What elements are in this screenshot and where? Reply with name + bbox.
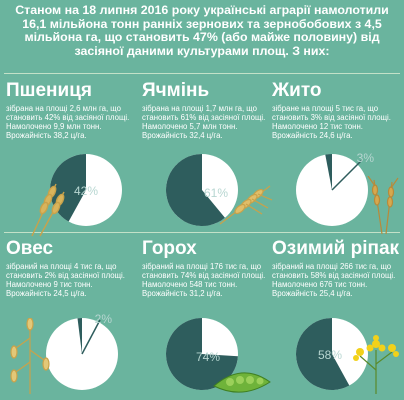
header-divider — [4, 73, 400, 74]
crop-description: зібраний на площі 4 тис га, що становить… — [6, 262, 125, 298]
crop-share-pie: 2% — [46, 312, 118, 390]
pie-share-slice — [166, 154, 225, 226]
row-divider — [4, 232, 400, 233]
pea-pod-icon — [213, 372, 271, 393]
crop-title: Озимий ріпак — [272, 238, 400, 259]
pie-percent-label: 2% — [95, 312, 113, 326]
crop-card-rye: Жито зібране на площі 5 тис га, що стано… — [270, 80, 404, 238]
rye-ears-icon — [367, 176, 399, 235]
pie-share-slice — [325, 154, 332, 190]
crop-title: Ячмінь — [142, 80, 210, 101]
crop-card-barley: Ячмінь зібрана на площі 1,7 млн га, що с… — [140, 80, 274, 238]
pie-leader-line — [81, 319, 101, 355]
crop-description: зібране на площі 5 тис га, що становить … — [272, 104, 391, 140]
crop-description: зібраний на площі 266 тис га, що станови… — [272, 262, 396, 298]
pie-percent-label: 61% — [204, 186, 228, 200]
pie-percent-label: 42% — [74, 184, 98, 198]
crop-title: Овес — [6, 238, 54, 259]
pie-share-slice — [77, 318, 82, 354]
crop-share-pie: 58% — [296, 318, 368, 390]
pie-percent-label: 74% — [196, 350, 220, 364]
pie-percent-label: 3% — [357, 151, 375, 165]
crop-title: Жито — [272, 80, 322, 101]
crop-description: зібраний на площі 176 тис га, що станови… — [142, 262, 266, 298]
pie-share-slice — [296, 318, 350, 390]
pie-percent-label: 58% — [318, 348, 342, 362]
header-text: Станом на 18 липня 2016 року українські … — [15, 3, 389, 58]
pie-share-slice — [166, 318, 238, 390]
crop-share-pie: 61% — [166, 154, 238, 226]
crop-description: зібрана на площі 2,6 млн га, що становит… — [6, 104, 130, 140]
wheat-ears-icon — [31, 183, 65, 237]
crop-title: Пшениця — [6, 80, 92, 101]
crop-card-oats: Овес зібраний на площі 4 тис га, що стан… — [4, 238, 138, 396]
crop-card-wheat: Пшениця зібрана на площі 2,6 млн га, що … — [4, 80, 138, 238]
crop-share-pie: 74% — [166, 318, 238, 390]
pie-leader-line — [331, 159, 363, 191]
crop-share-pie: 3% — [296, 151, 375, 226]
barley-ear-icon — [219, 185, 273, 225]
crop-card-rapeseed: Озимий ріпак зібраний на площі 266 тис г… — [270, 238, 404, 396]
crop-card-peas: Горох зібраний на площі 176 тис га, що с… — [140, 238, 274, 396]
oat-sprig-icon — [10, 318, 50, 394]
crop-title: Горох — [142, 238, 197, 259]
rapeseed-flower-icon — [353, 335, 399, 394]
crop-description: зібрана на площі 1,7 млн га, що становит… — [142, 104, 266, 140]
